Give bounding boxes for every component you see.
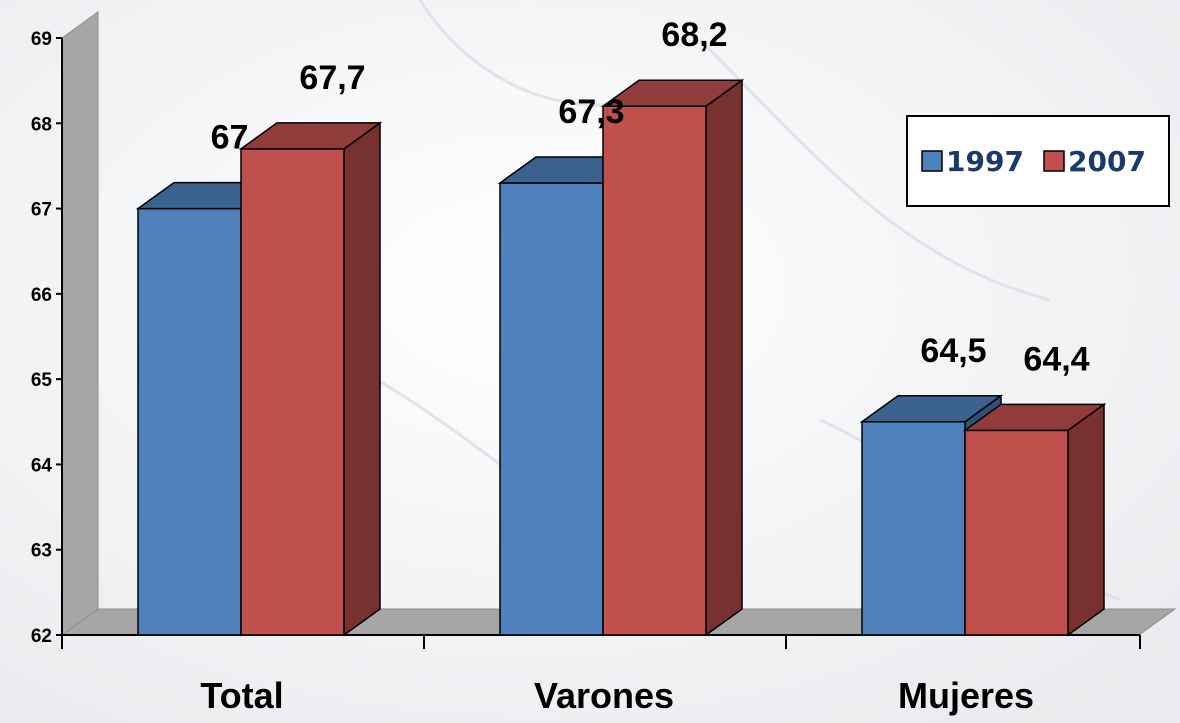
bar-side: [1067, 402, 1105, 637]
y-tick-label: 64: [31, 455, 53, 476]
y-tick-label: 68: [31, 114, 52, 135]
bar-side: [705, 78, 743, 637]
data-labels: 67 67,7 67,3 68,2 64,5 64,4: [211, 16, 1090, 378]
legend-swatch: [921, 150, 943, 172]
bar-top: [962, 403, 1107, 432]
bar: [238, 121, 383, 637]
bar-side: [343, 121, 381, 637]
legend-label: 2007: [1068, 145, 1146, 178]
category-label: Mujeres: [898, 675, 1034, 716]
bar-front: [861, 421, 966, 636]
y-tick-label: 63: [31, 541, 52, 562]
category-label: Varones: [534, 675, 674, 716]
back-wall: [61, 11, 99, 636]
bars: [135, 78, 1107, 637]
bar-front: [137, 207, 242, 636]
y-tick-label: 66: [31, 285, 52, 306]
legend-swatch: [1043, 150, 1065, 172]
y-tick-label: 62: [31, 626, 52, 647]
bar-front: [240, 148, 345, 636]
bar-front: [499, 182, 604, 636]
category-label: Total: [200, 675, 283, 716]
bar: [600, 78, 745, 637]
bar-front: [964, 429, 1069, 636]
bar-top: [859, 395, 1004, 423]
y-tick-label: 65: [31, 370, 53, 391]
legend-label: 1997: [946, 145, 1024, 178]
legend-box: [906, 115, 1170, 207]
y-tick-label: 67: [31, 200, 52, 221]
bar: [962, 402, 1107, 637]
bar-top: [600, 79, 745, 107]
bar-front: [602, 105, 707, 636]
y-tick-label: 69: [31, 29, 52, 50]
data-label: 64,5: [920, 332, 986, 370]
data-label: 67,3: [558, 93, 624, 131]
data-label: 68,2: [661, 16, 727, 54]
data-label: 64,4: [1023, 340, 1089, 378]
legend: 1997 2007: [906, 115, 1170, 207]
data-label: 67,7: [299, 59, 365, 97]
bar-top: [238, 122, 383, 150]
data-label: 67: [211, 119, 249, 157]
